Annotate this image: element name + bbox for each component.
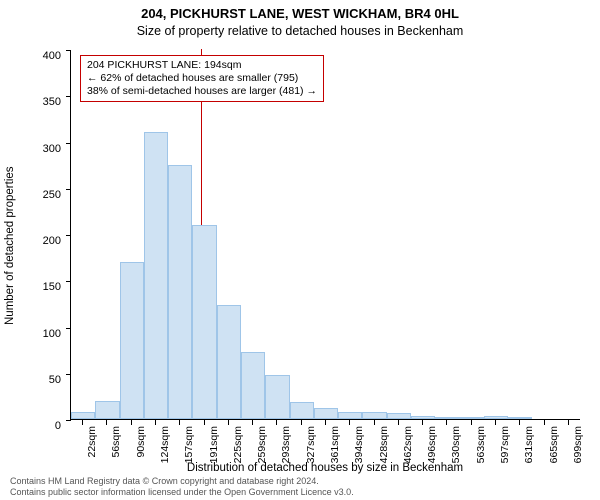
x-tick xyxy=(374,420,375,425)
annot-line3: 38% of semi-detached houses are larger (… xyxy=(87,85,317,98)
x-tick xyxy=(519,420,520,425)
y-tick xyxy=(66,50,71,51)
x-tick xyxy=(131,420,132,425)
histogram-bar xyxy=(460,417,484,419)
histogram-bar xyxy=(411,416,435,419)
x-tick-label: 22sqm xyxy=(86,426,98,458)
x-tick-label: 631sqm xyxy=(523,426,535,463)
x-tick xyxy=(495,420,496,425)
histogram-bar xyxy=(265,375,289,419)
histogram-bar xyxy=(192,225,216,419)
x-tick-label: 225sqm xyxy=(232,426,244,463)
x-tick-label: 563sqm xyxy=(475,426,487,463)
x-tick-label: 259sqm xyxy=(256,426,268,463)
x-tick xyxy=(398,420,399,425)
y-tick xyxy=(66,374,71,375)
x-tick-label: 394sqm xyxy=(353,426,365,463)
histogram-bar xyxy=(508,417,532,419)
y-tick xyxy=(66,96,71,97)
histogram-bar xyxy=(387,413,411,419)
y-tick xyxy=(66,143,71,144)
histogram-plot xyxy=(70,50,580,420)
x-tick xyxy=(228,420,229,425)
x-tick xyxy=(204,420,205,425)
histogram-bar xyxy=(484,416,508,419)
x-tick xyxy=(544,420,545,425)
x-tick xyxy=(568,420,569,425)
x-tick xyxy=(471,420,472,425)
annot-line1: 204 PICKHURST LANE: 194sqm xyxy=(87,59,317,72)
y-tick xyxy=(66,189,71,190)
x-tick-label: 124sqm xyxy=(159,426,171,463)
x-tick xyxy=(349,420,350,425)
histogram-bar xyxy=(217,305,241,419)
x-tick-label: 157sqm xyxy=(183,426,195,463)
x-tick-label: 496sqm xyxy=(426,426,438,463)
x-tick xyxy=(301,420,302,425)
reference-annotation: 204 PICKHURST LANE: 194sqm ← 62% of deta… xyxy=(80,55,324,102)
x-tick xyxy=(422,420,423,425)
annot-line2: ← 62% of detached houses are smaller (79… xyxy=(87,72,317,85)
y-tick-label: 400 xyxy=(1,50,61,62)
histogram-bar xyxy=(338,412,362,419)
histogram-bar xyxy=(95,401,119,420)
y-tick-label: 150 xyxy=(1,281,61,293)
x-tick-label: 56sqm xyxy=(110,426,122,458)
y-tick xyxy=(66,281,71,282)
histogram-bar xyxy=(168,165,192,419)
x-tick xyxy=(155,420,156,425)
x-tick-label: 361sqm xyxy=(329,426,341,463)
footer-line1: Contains HM Land Registry data © Crown c… xyxy=(10,476,354,486)
x-axis-title: Distribution of detached houses by size … xyxy=(70,462,580,474)
x-tick xyxy=(82,420,83,425)
y-tick-label: 250 xyxy=(1,189,61,201)
y-tick-label: 0 xyxy=(1,420,61,432)
x-tick-label: 90sqm xyxy=(135,426,147,458)
y-tick-label: 350 xyxy=(1,96,61,108)
x-tick-label: 462sqm xyxy=(402,426,414,463)
histogram-bar xyxy=(435,417,459,419)
x-tick-label: 293sqm xyxy=(280,426,292,463)
histogram-bar xyxy=(120,262,144,419)
title-address: 204, PICKHURST LANE, WEST WICKHAM, BR4 0… xyxy=(0,6,600,21)
x-tick-label: 665sqm xyxy=(548,426,560,463)
x-tick-label: 699sqm xyxy=(572,426,584,463)
histogram-bar xyxy=(290,402,314,419)
histogram-bar xyxy=(71,412,95,419)
title-description: Size of property relative to detached ho… xyxy=(0,24,600,38)
y-tick-label: 200 xyxy=(1,235,61,247)
x-tick xyxy=(252,420,253,425)
histogram-bar xyxy=(314,408,338,419)
y-tick xyxy=(66,235,71,236)
x-tick-label: 327sqm xyxy=(305,426,317,463)
x-tick xyxy=(179,420,180,425)
x-tick-label: 428sqm xyxy=(378,426,390,463)
x-tick xyxy=(276,420,277,425)
x-tick xyxy=(106,420,107,425)
histogram-bar xyxy=(144,132,168,419)
footer-attribution: Contains HM Land Registry data © Crown c… xyxy=(10,476,354,497)
footer-line2: Contains public sector information licen… xyxy=(10,487,354,497)
histogram-bar xyxy=(362,412,386,419)
y-tick-label: 50 xyxy=(1,374,61,386)
x-tick-label: 597sqm xyxy=(499,426,511,463)
y-tick-label: 300 xyxy=(1,143,61,155)
x-tick-label: 191sqm xyxy=(208,426,220,463)
y-tick xyxy=(66,328,71,329)
y-tick-label: 100 xyxy=(1,328,61,340)
x-tick-label: 530sqm xyxy=(450,426,462,463)
x-tick xyxy=(446,420,447,425)
y-axis-labels: 050100150200250300350400 xyxy=(0,50,65,420)
x-tick xyxy=(325,420,326,425)
histogram-bar xyxy=(241,352,265,419)
